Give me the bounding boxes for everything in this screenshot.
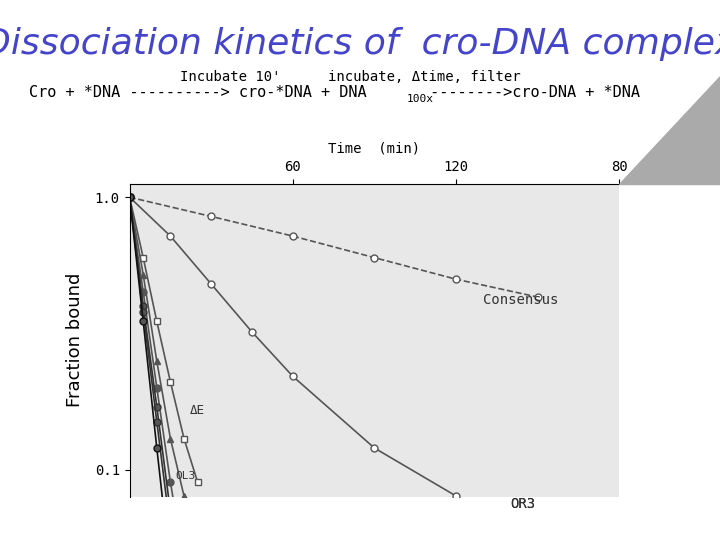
Y-axis label: Fraction bound: Fraction bound [66, 273, 84, 407]
Text: OR3: OR3 [510, 497, 536, 511]
Text: Consensus: Consensus [483, 293, 559, 307]
Text: Dissociation kinetics of  cro-DNA complex: Dissociation kinetics of cro-DNA complex [0, 27, 720, 61]
X-axis label: Time  (min): Time (min) [328, 142, 420, 156]
Text: OL3: OL3 [176, 471, 196, 481]
Text: Cro + *DNA ----------> cro-*DNA + DNA: Cro + *DNA ----------> cro-*DNA + DNA [29, 85, 366, 100]
Text: 100x: 100x [407, 93, 433, 104]
Text: ΔE: ΔE [189, 404, 204, 417]
Text: Incubate 10': Incubate 10' [180, 70, 281, 84]
Text: -------->cro-DNA + *DNA: -------->cro-DNA + *DNA [421, 85, 640, 100]
Text: OR3: OR3 [510, 497, 536, 511]
Text: incubate, Δtime, filter: incubate, Δtime, filter [328, 70, 521, 84]
